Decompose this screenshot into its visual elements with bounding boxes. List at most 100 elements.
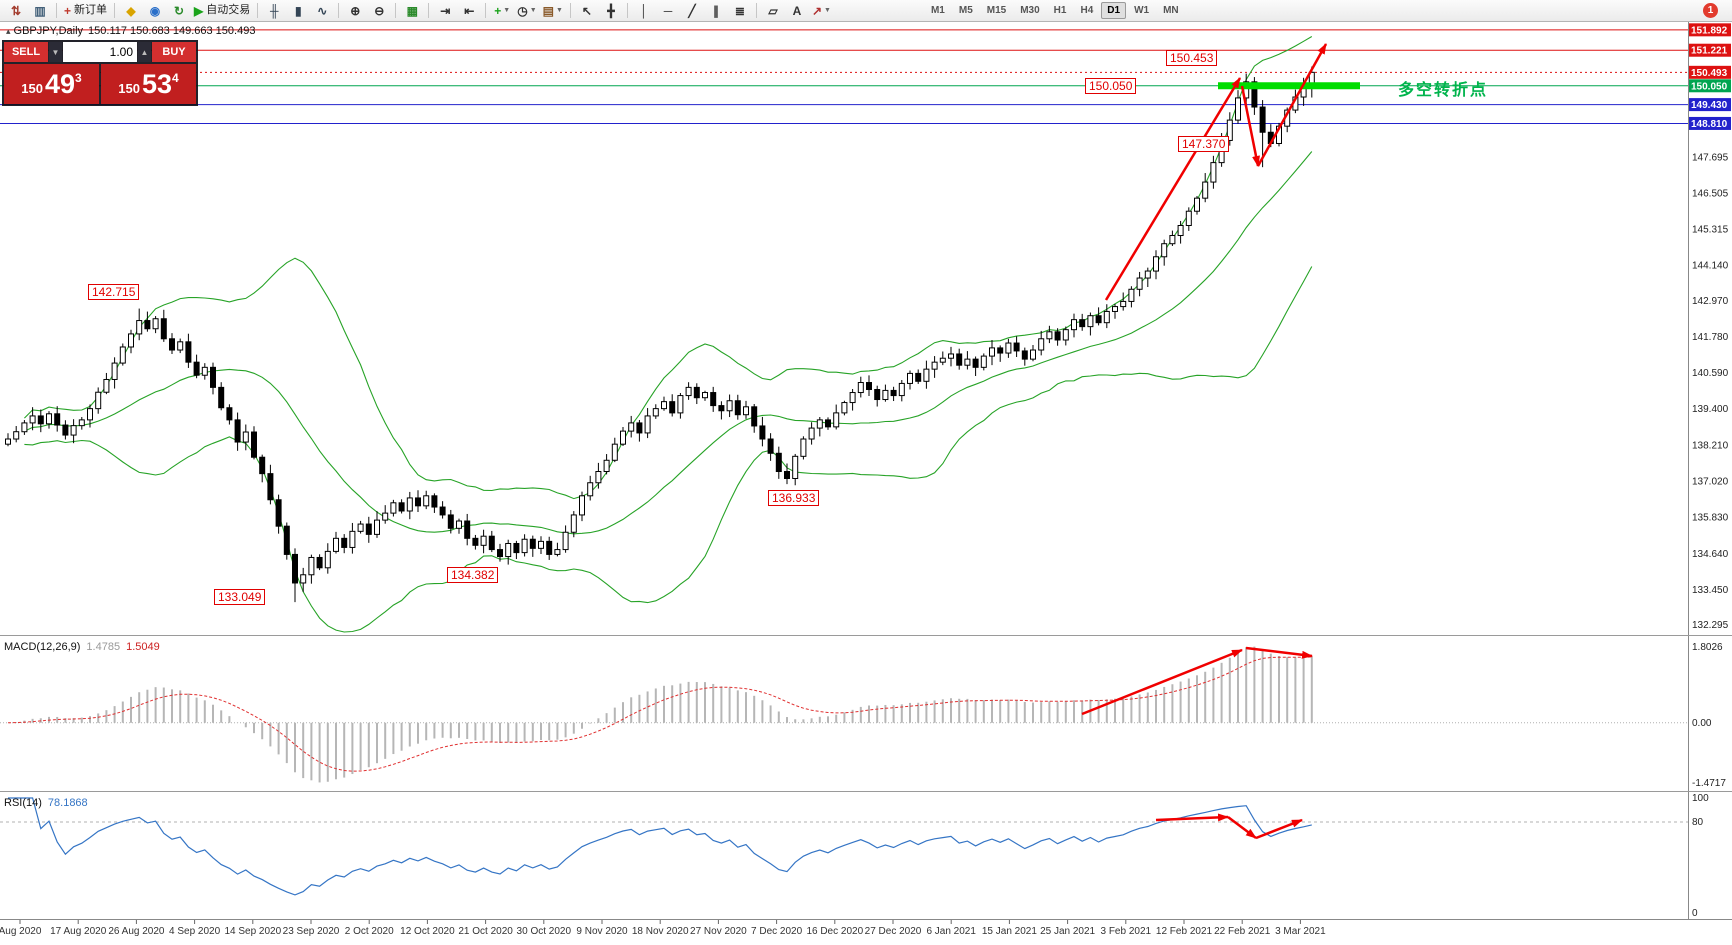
- price-tick-label: 137.020: [1692, 477, 1729, 488]
- candle: [37, 409, 44, 433]
- zoom-out-icon[interactable]: ⊖: [368, 2, 390, 20]
- arrow-tools-icon[interactable]: ↗ ▼: [810, 2, 833, 20]
- cursor-icon[interactable]: ↖: [576, 2, 598, 20]
- candle: [956, 348, 963, 370]
- candle: [111, 357, 118, 389]
- timeframe-button-w1[interactable]: W1: [1134, 5, 1150, 16]
- auto-scroll-icon: ⇥: [440, 3, 451, 18]
- candle: [554, 542, 561, 557]
- mql5-icon[interactable]: ◆: [120, 2, 142, 20]
- candle: [374, 511, 380, 538]
- crosshair-icon[interactable]: ╋: [600, 2, 622, 20]
- vertical-line-icon[interactable]: │: [633, 2, 655, 20]
- candle: [169, 333, 175, 354]
- timeframe-button-h1[interactable]: H1: [1053, 5, 1067, 16]
- trendline-icon[interactable]: ╱: [681, 2, 703, 20]
- macd-scale-label: -1.4717: [1692, 778, 1726, 789]
- candle: [800, 436, 807, 460]
- chart-plot-area[interactable]: [0, 22, 1688, 634]
- candle: [210, 362, 216, 395]
- chart-window-icon[interactable]: ▥: [29, 2, 51, 20]
- shapes-icon[interactable]: ▱: [762, 2, 784, 20]
- candle-body: [1177, 224, 1184, 237]
- periods-icon[interactable]: ◷ ▼: [515, 2, 538, 20]
- community-icon[interactable]: ◉: [144, 2, 166, 20]
- candle-body: [702, 392, 708, 399]
- candle-body: [1161, 243, 1168, 258]
- chart-window-icon: ▥: [34, 3, 46, 18]
- chevron-down-icon[interactable]: ▼: [529, 7, 537, 14]
- candle: [1210, 155, 1217, 189]
- timeframe-button-d1[interactable]: D1: [1101, 2, 1127, 19]
- candle-body: [1144, 270, 1151, 279]
- candle-body: [103, 378, 110, 393]
- auto-scroll-icon[interactable]: ⇥: [434, 2, 456, 20]
- horizontal-line-icon: ─: [663, 3, 673, 18]
- candle-body: [1169, 235, 1176, 245]
- chevron-down-icon[interactable]: ▼: [824, 7, 831, 14]
- tile-windows-icon[interactable]: ▦: [401, 2, 423, 20]
- candle: [1169, 230, 1176, 246]
- notification-badge[interactable]: 1: [1703, 3, 1718, 18]
- candle-body: [513, 542, 520, 554]
- bar-chart-icon[interactable]: ╫: [263, 2, 285, 20]
- candlestick-icon[interactable]: ▮: [287, 2, 309, 20]
- candle-body: [1210, 162, 1217, 183]
- timeframe-button-h4[interactable]: H4: [1080, 5, 1094, 16]
- channel-icon[interactable]: ∥: [705, 2, 727, 20]
- chart-shift-icon[interactable]: ⇤: [458, 2, 480, 20]
- market-watch-icon[interactable]: ⇅: [5, 2, 27, 20]
- candle-body: [1071, 319, 1077, 331]
- timeframe-button-m30[interactable]: M30: [1020, 5, 1040, 16]
- candle-body: [431, 495, 438, 508]
- timeframe-button-m5[interactable]: M5: [958, 5, 973, 16]
- candle-body: [890, 389, 897, 397]
- line-chart-icon[interactable]: ∿: [311, 2, 333, 20]
- zoom-in-icon[interactable]: ⊕: [344, 2, 366, 20]
- new-order-button[interactable]: + 新订单: [62, 2, 109, 20]
- candle: [54, 406, 61, 432]
- candle-body: [341, 537, 348, 548]
- price-marker-box: [1689, 116, 1731, 130]
- fibonacci-icon[interactable]: ≣: [729, 2, 751, 20]
- candle-body: [169, 338, 175, 351]
- time-scale[interactable]: Aug 2020 17 Aug 2020 26 Aug 2020 4 Sep 2020…: [0, 920, 1326, 937]
- candle-body: [595, 471, 602, 484]
- candle-body: [136, 320, 143, 335]
- candle-body: [808, 427, 815, 440]
- candle: [611, 437, 618, 463]
- candle-body: [464, 520, 471, 539]
- candle: [365, 516, 372, 543]
- candle: [1136, 271, 1143, 297]
- ref resh-icon[interactable]: ↻: [168, 2, 190, 20]
- chevron-down-icon[interactable]: ▼: [556, 7, 563, 14]
- candle: [546, 536, 553, 560]
- price-scale[interactable]: 147.695 146.505 145.315 144.140 142.970 141.7…: [1689, 23, 1731, 631]
- candle-body: [644, 415, 651, 434]
- timeframe-button-m15[interactable]: M15: [986, 5, 1007, 16]
- timeframe-button-mn[interactable]: MN: [1163, 5, 1179, 16]
- candle: [136, 308, 143, 341]
- candle: [866, 375, 872, 396]
- candle-body: [1128, 288, 1135, 302]
- candle: [324, 543, 331, 574]
- candle: [259, 454, 266, 483]
- autotrading-button[interactable]: ▶ 自动交易: [192, 2, 252, 20]
- chevron-down-icon[interactable]: ▼: [503, 7, 511, 14]
- price-marker-box: [1689, 23, 1731, 37]
- templates-icon[interactable]: ▤ ▼: [541, 2, 565, 20]
- candle-body: [1202, 181, 1209, 199]
- candle-body: [251, 431, 257, 458]
- candle-body: [234, 419, 241, 443]
- indicators-icon[interactable]: + ▼: [491, 2, 513, 20]
- macd-trend-arrow: [1245, 646, 1313, 659]
- candle-body: [693, 386, 700, 399]
- candle: [1153, 250, 1159, 280]
- horizontal-line-icon[interactable]: ─: [657, 2, 679, 20]
- candle: [70, 419, 77, 444]
- candle-body: [152, 318, 159, 330]
- text-icon[interactable]: A: [786, 2, 808, 20]
- candle: [702, 390, 708, 401]
- timeframe-button-m1[interactable]: M1: [930, 5, 945, 16]
